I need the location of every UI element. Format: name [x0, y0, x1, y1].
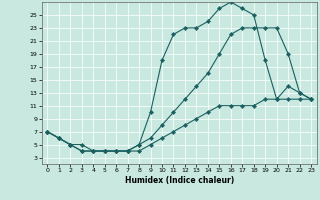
X-axis label: Humidex (Indice chaleur): Humidex (Indice chaleur): [124, 176, 234, 185]
